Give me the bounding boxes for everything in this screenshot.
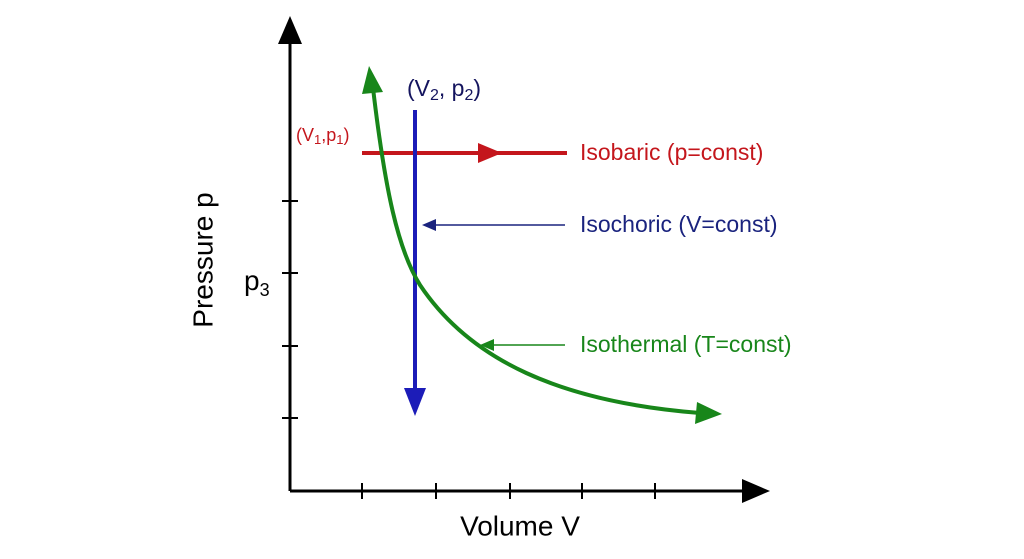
isobaric-label: Isobaric (p=const)	[580, 139, 763, 165]
y-axis-label: Pressure p	[187, 192, 218, 327]
isothermal-curve	[371, 87, 701, 415]
isochoric-arrow	[404, 388, 426, 416]
axes	[278, 16, 770, 503]
isothermal-label: Isothermal (T=const)	[580, 331, 792, 357]
isobaric-arrow	[478, 143, 502, 163]
isothermal-arrow-start	[362, 66, 383, 94]
isochoric-label: Isochoric (V=const)	[580, 211, 778, 237]
point2-label: (V2, p2)	[407, 75, 481, 104]
x-axis-arrow	[742, 479, 770, 503]
point1-label: (V1,p1)	[296, 125, 349, 148]
x-axis-label: Volume V	[460, 510, 580, 541]
p3-label: p3	[244, 265, 270, 299]
y-axis-arrow	[278, 16, 302, 44]
isochoric-pointer-head	[422, 219, 436, 231]
y-ticks	[282, 200, 298, 419]
x-ticks	[361, 483, 656, 499]
isothermal-arrow-end	[695, 402, 722, 424]
isothermal-pointer-head	[480, 339, 494, 351]
